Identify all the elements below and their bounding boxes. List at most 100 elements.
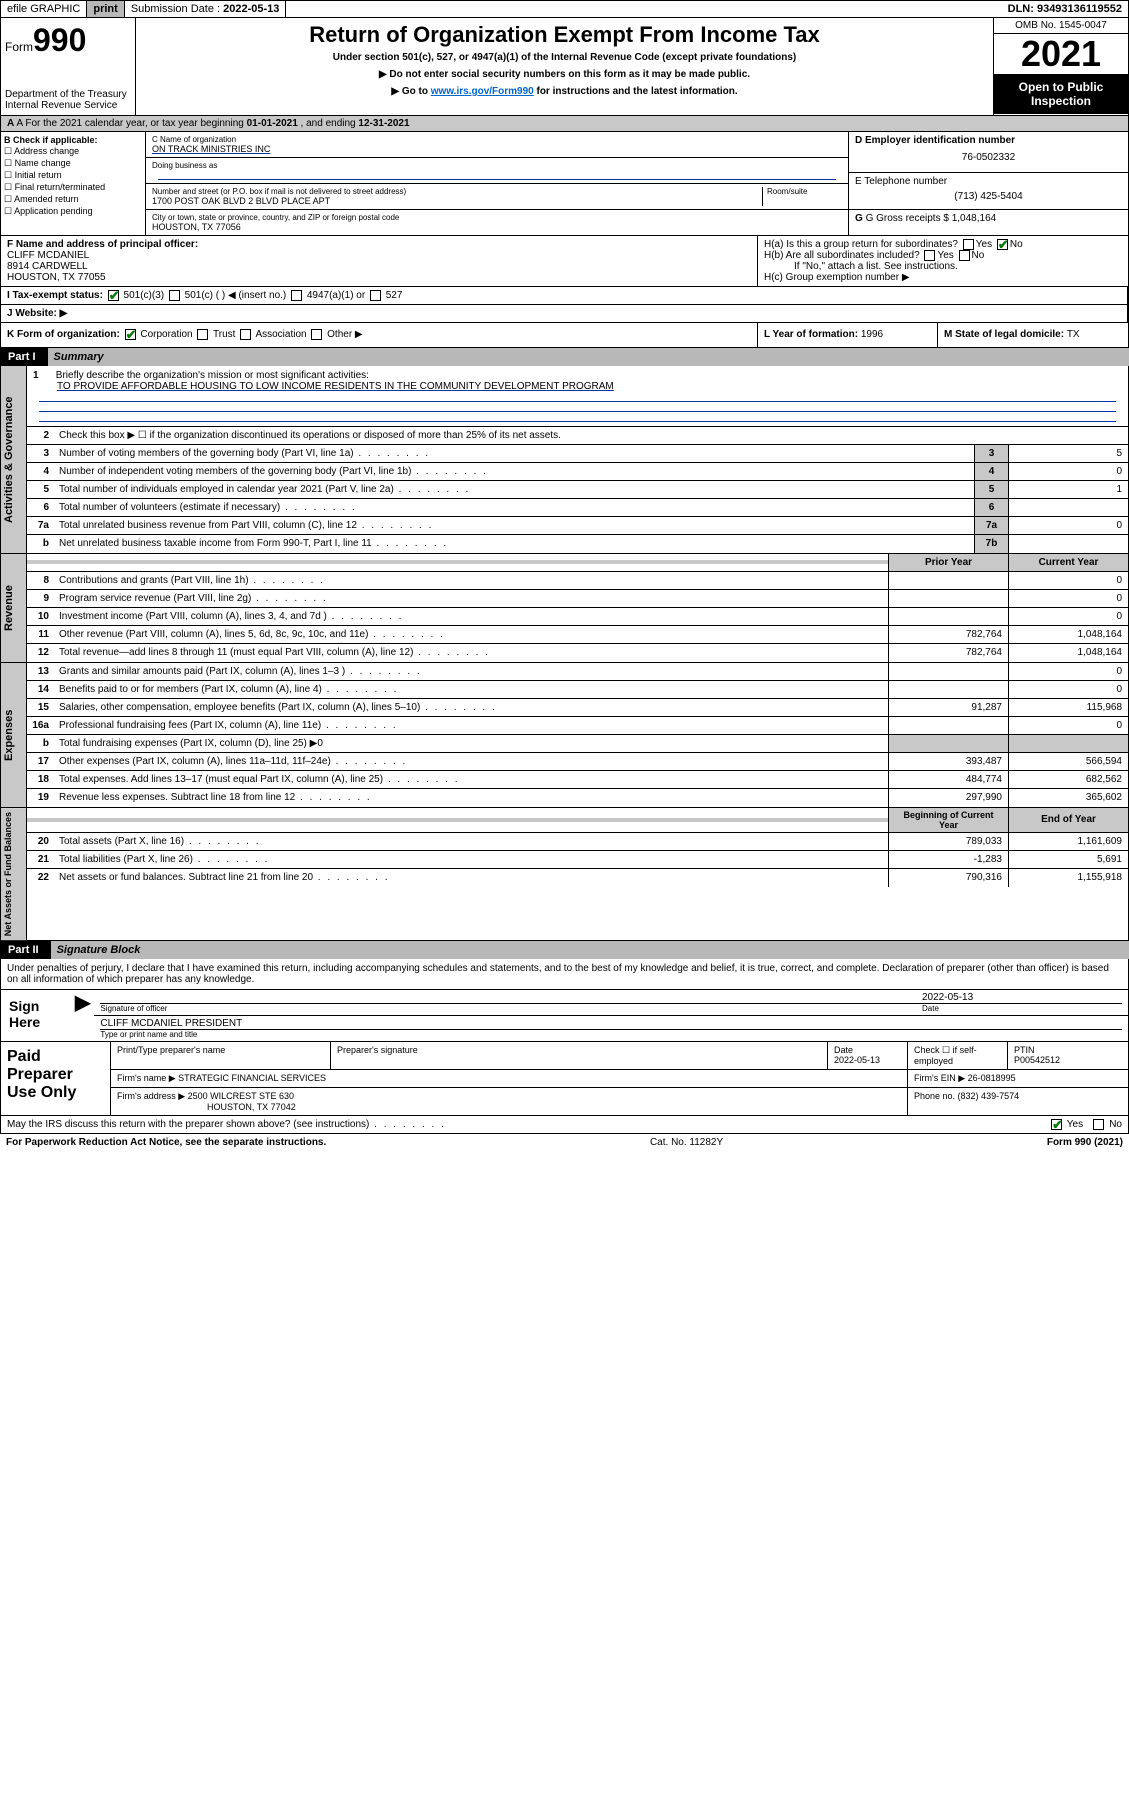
l-desc: Other revenue (Part VIII, column (A), li… (55, 627, 888, 642)
l-num: 20 (27, 834, 55, 849)
discuss-yes[interactable] (1051, 1119, 1062, 1130)
part1-header: Part I Summary (0, 348, 1129, 366)
summary-sec4: Net Assets or Fund Balances Beginning of… (0, 808, 1129, 941)
yes-label: Yes (1067, 1119, 1083, 1130)
l-py: 789,033 (888, 833, 1008, 850)
gross-value: 1,048,164 (952, 213, 997, 224)
l-py: 393,487 (888, 753, 1008, 770)
irs-link[interactable]: www.irs.gov/Form990 (431, 86, 534, 97)
ck-name-change[interactable]: ☐ Name change (4, 158, 142, 169)
l-py: 297,990 (888, 789, 1008, 807)
no-label: No (1010, 239, 1023, 250)
addr-cell: Number and street (or P.O. box if mail i… (146, 184, 848, 210)
h-ptin: PTIN (1014, 1045, 1035, 1055)
l-py (888, 663, 1008, 680)
l-box: 7a (974, 517, 1008, 534)
l-num: 2 (27, 428, 55, 443)
l-py: 782,764 (888, 626, 1008, 643)
group-return-cell: H(a) Is this a group return for subordin… (758, 236, 1128, 286)
tax-year: 2021 (994, 34, 1128, 74)
sec4-body: Beginning of Current YearEnd of Year 20T… (27, 808, 1128, 940)
row-i-label: I Tax-exempt status: (7, 290, 103, 301)
officer-addr1: 8914 CARDWELL (7, 261, 88, 272)
l-num: 19 (27, 790, 55, 805)
h-date: Date (834, 1045, 853, 1055)
hb-no[interactable] (959, 250, 970, 261)
ck-527[interactable] (370, 290, 381, 301)
l-val: 5 (1008, 445, 1128, 462)
l-num: 6 (27, 500, 55, 515)
ck-corp[interactable] (125, 329, 136, 340)
ck-trust[interactable] (197, 329, 208, 340)
l-cy: 0 (1008, 608, 1128, 625)
l-desc: Other expenses (Part IX, column (A), lin… (55, 754, 888, 769)
ck-assoc[interactable] (240, 329, 251, 340)
ck-label: Application pending (14, 206, 93, 216)
website-cell: J Website: ▶ (1, 305, 1128, 322)
ha-yes[interactable] (963, 239, 974, 250)
line-4: 4Number of independent voting members of… (27, 463, 1128, 481)
l-num: b (27, 736, 55, 751)
dln-value: 93493136119552 (1037, 3, 1122, 15)
table-row: 20Total assets (Part X, line 16)789,0331… (27, 833, 1128, 851)
ck-app-pending[interactable]: ☐ Application pending (4, 206, 142, 217)
date-label: Date (922, 1003, 1122, 1013)
ck-final[interactable]: ☐ Final return/terminated (4, 182, 142, 193)
table-row: 14Benefits paid to or for members (Part … (27, 681, 1128, 699)
l-py (888, 590, 1008, 607)
l-num: 10 (27, 609, 55, 624)
l-cy: 1,161,609 (1008, 833, 1128, 850)
l-val (1008, 535, 1128, 553)
l-box: 5 (974, 481, 1008, 498)
ck-initial[interactable]: ☐ Initial return (4, 170, 142, 181)
ck-4947[interactable] (291, 290, 302, 301)
form-big: 990 (33, 22, 86, 58)
ck-addr-change[interactable]: ☐ Address change (4, 146, 142, 157)
open-public: Open to Public Inspection (994, 74, 1128, 114)
ein-value: 76-0502332 (855, 146, 1122, 169)
blank (27, 818, 55, 822)
table-row: 10Investment income (Part VIII, column (… (27, 608, 1128, 626)
l-num: 13 (27, 664, 55, 679)
ck-amended[interactable]: ☐ Amended return (4, 194, 142, 205)
sub-label: Submission Date : (131, 3, 223, 15)
tel-cell: E Telephone number (713) 425-5404 (849, 173, 1128, 210)
yes-label: Yes (937, 250, 953, 261)
blank (55, 560, 888, 564)
discuss-no[interactable] (1093, 1119, 1104, 1130)
subtitle-1: Under section 501(c), 527, or 4947(a)(1)… (140, 52, 989, 63)
tel-label: E Telephone number (855, 176, 1122, 187)
hb-yes[interactable] (924, 250, 935, 261)
summary-sec3: Expenses 13Grants and similar amounts pa… (0, 663, 1129, 808)
arrow-icon: ▶ (71, 990, 94, 1041)
l-box: 7b (974, 535, 1008, 553)
l-cy: 682,562 (1008, 771, 1128, 788)
ha-no[interactable] (997, 239, 1008, 250)
l-num: 12 (27, 645, 55, 660)
ck-label: Final return/terminated (15, 182, 106, 192)
city-cell: City or town, state or province, country… (146, 210, 848, 235)
table-row: 13Grants and similar amounts paid (Part … (27, 663, 1128, 681)
l-cy: 0 (1008, 717, 1128, 734)
l-num: 8 (27, 573, 55, 588)
l-desc: Total revenue—add lines 8 through 11 (mu… (55, 645, 888, 660)
paid-content: Print/Type preparer's name Preparer's si… (111, 1042, 1128, 1115)
ck-other[interactable] (311, 329, 322, 340)
l-desc: Total unrelated business revenue from Pa… (55, 518, 974, 533)
pra-notice: For Paperwork Reduction Act Notice, see … (6, 1137, 326, 1148)
print-button[interactable]: print (87, 1, 124, 17)
firm-addr-label: Firm's address ▶ (117, 1091, 188, 1101)
ck-501c3[interactable] (108, 290, 119, 301)
ck-501c[interactable] (169, 290, 180, 301)
dba-line (158, 170, 836, 180)
row-a-text: A For the 2021 calendar year, or tax yea… (16, 118, 246, 129)
table-row: 8Contributions and grants (Part VIII, li… (27, 572, 1128, 590)
gross-cell: G G Gross receipts $ 1,048,164 (849, 210, 1128, 227)
l-desc: Benefits paid to or for members (Part IX… (55, 682, 888, 697)
l-py: 782,764 (888, 644, 1008, 662)
col-c: C Name of organization ON TRACK MINISTRI… (146, 132, 848, 235)
declaration-text: Under penalties of perjury, I declare th… (1, 959, 1128, 989)
year-formation-cell: L Year of formation: 1996 (758, 323, 938, 346)
header-left: Form990 Department of the Treasury Inter… (1, 18, 136, 115)
501c3-label: 501(c)(3) (124, 290, 165, 301)
